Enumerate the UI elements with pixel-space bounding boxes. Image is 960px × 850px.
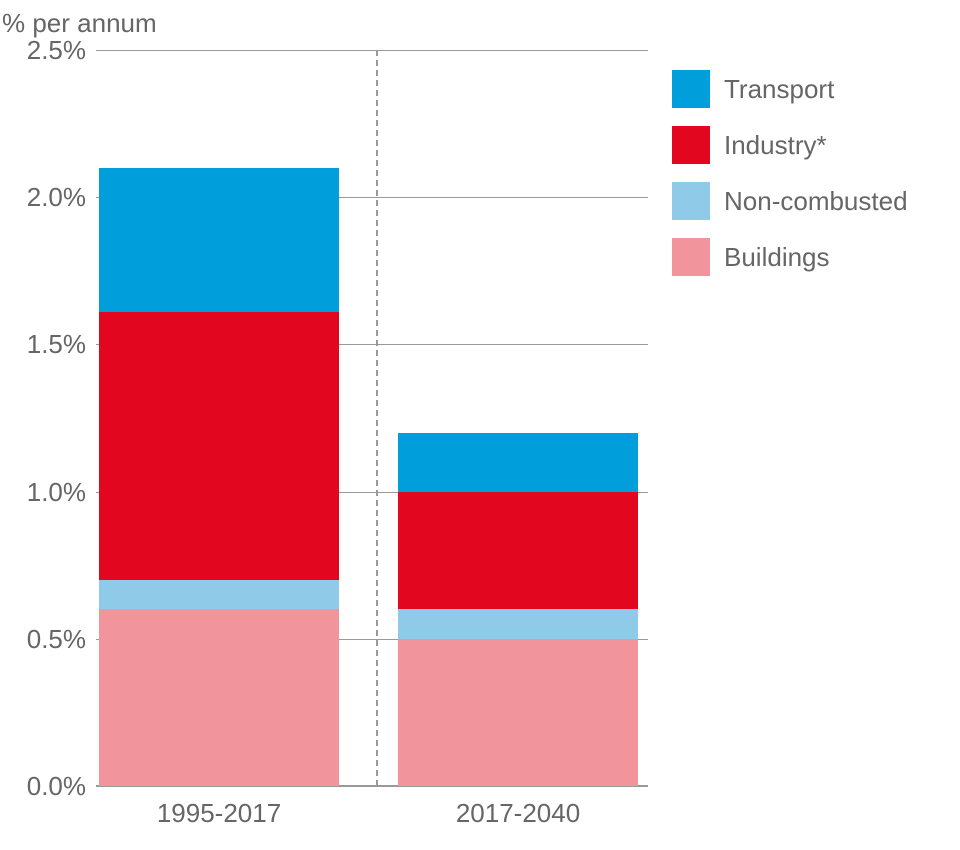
bar-segment	[99, 580, 339, 609]
gridline	[96, 50, 648, 51]
legend: Transport Industry* Non-combusted Buildings	[672, 70, 908, 294]
y-tick-label: 2.0%	[6, 182, 86, 213]
bar-segment	[99, 609, 339, 786]
stacked-bar-chart: % per annum 0.0%0.5%1.0%1.5%2.0%2.5%1995…	[0, 0, 960, 850]
bar-segment	[99, 168, 339, 312]
legend-label: Non-combusted	[724, 186, 908, 217]
x-tick-label: 1995-2017	[79, 798, 359, 829]
y-tick-label: 0.5%	[6, 624, 86, 655]
legend-item: Industry*	[672, 126, 908, 164]
legend-item: Transport	[672, 70, 908, 108]
legend-swatch	[672, 70, 710, 108]
y-tick-label: 2.5%	[6, 35, 86, 66]
legend-swatch	[672, 126, 710, 164]
plot-area: 0.0%0.5%1.0%1.5%2.0%2.5%1995-20172017-20…	[96, 50, 648, 786]
x-tick-label: 2017-2040	[378, 798, 658, 829]
bar-segment	[99, 312, 339, 580]
legend-swatch	[672, 238, 710, 276]
bar-segment	[398, 433, 638, 492]
category-divider	[376, 50, 378, 786]
legend-swatch	[672, 182, 710, 220]
bar-segment	[398, 639, 638, 786]
y-tick-label: 0.0%	[6, 771, 86, 802]
bar-segment	[398, 609, 638, 638]
y-tick-label: 1.5%	[6, 329, 86, 360]
legend-item: Buildings	[672, 238, 908, 276]
bar-segment	[398, 492, 638, 610]
legend-label: Transport	[724, 74, 834, 105]
legend-item: Non-combusted	[672, 182, 908, 220]
legend-label: Industry*	[724, 130, 827, 161]
legend-label: Buildings	[724, 242, 830, 273]
y-tick-label: 1.0%	[6, 477, 86, 508]
